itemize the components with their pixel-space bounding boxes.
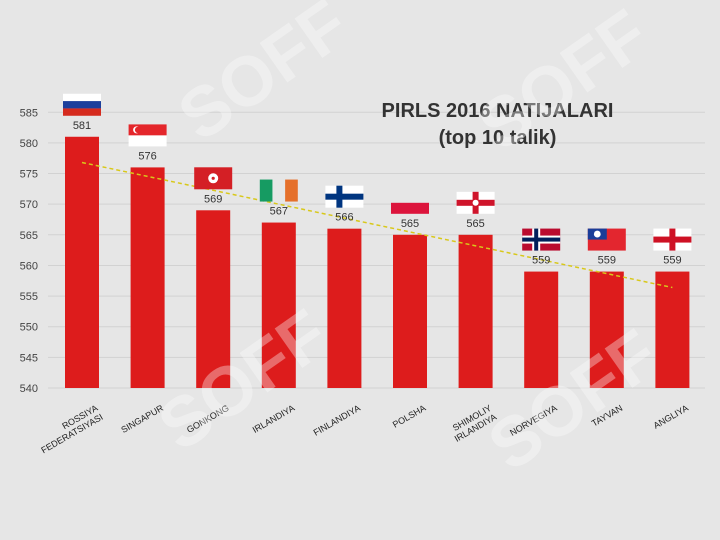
x-tick-label: FINLANDIYA: [312, 403, 362, 438]
y-tick-label: 545: [20, 352, 38, 364]
ireland-flag: [259, 179, 298, 202]
y-tick-label: 555: [20, 291, 38, 303]
northern-ireland-flag: [456, 191, 495, 214]
bar: [130, 167, 165, 388]
x-tick-label: ROSSIYAFEDERATSIYASI: [34, 403, 105, 455]
bar: [65, 136, 99, 388]
russia-flag: [63, 93, 101, 116]
bar: [196, 210, 231, 388]
x-tick-label: ANGLIYA: [652, 403, 690, 431]
data-label: 565: [466, 218, 484, 230]
x-tick-label: POLSHA: [391, 403, 428, 430]
bar: [524, 271, 559, 388]
finland-flag: [325, 185, 364, 208]
data-label: 559: [598, 255, 616, 267]
chart-title: PIRLS 2016 NATIJALARI: [381, 100, 614, 122]
bar: [655, 271, 690, 388]
poland-flag: [391, 191, 429, 214]
bar: [393, 234, 427, 388]
y-tick-label: 565: [20, 230, 38, 242]
y-tick-label: 570: [20, 199, 38, 211]
chart-subtitle: (top 10 talik): [438, 127, 557, 149]
y-tick-label: 575: [20, 169, 38, 181]
data-label: 565: [401, 218, 419, 230]
data-label: 581: [73, 120, 91, 132]
bar: [589, 271, 624, 388]
hong-kong-flag: [194, 167, 233, 190]
data-label: 559: [532, 255, 550, 267]
y-tick-label: 585: [20, 107, 38, 119]
bar: [261, 222, 296, 388]
data-label: 566: [335, 212, 353, 224]
england-flag: [653, 228, 692, 251]
data-label: 576: [138, 150, 156, 162]
trendline: [81, 161, 673, 289]
bar: [458, 234, 493, 388]
y-tick-label: 580: [20, 138, 38, 150]
y-tick-label: 540: [20, 383, 38, 395]
singapore-flag: [128, 124, 167, 147]
y-tick-label: 560: [20, 260, 38, 272]
data-label: 569: [204, 193, 222, 205]
y-tick-label: 550: [20, 322, 38, 334]
data-label: 567: [270, 206, 288, 218]
taiwan-flag: [587, 228, 626, 251]
norway-flag: [522, 228, 561, 251]
bar: [327, 228, 362, 388]
data-label: 559: [663, 255, 681, 267]
